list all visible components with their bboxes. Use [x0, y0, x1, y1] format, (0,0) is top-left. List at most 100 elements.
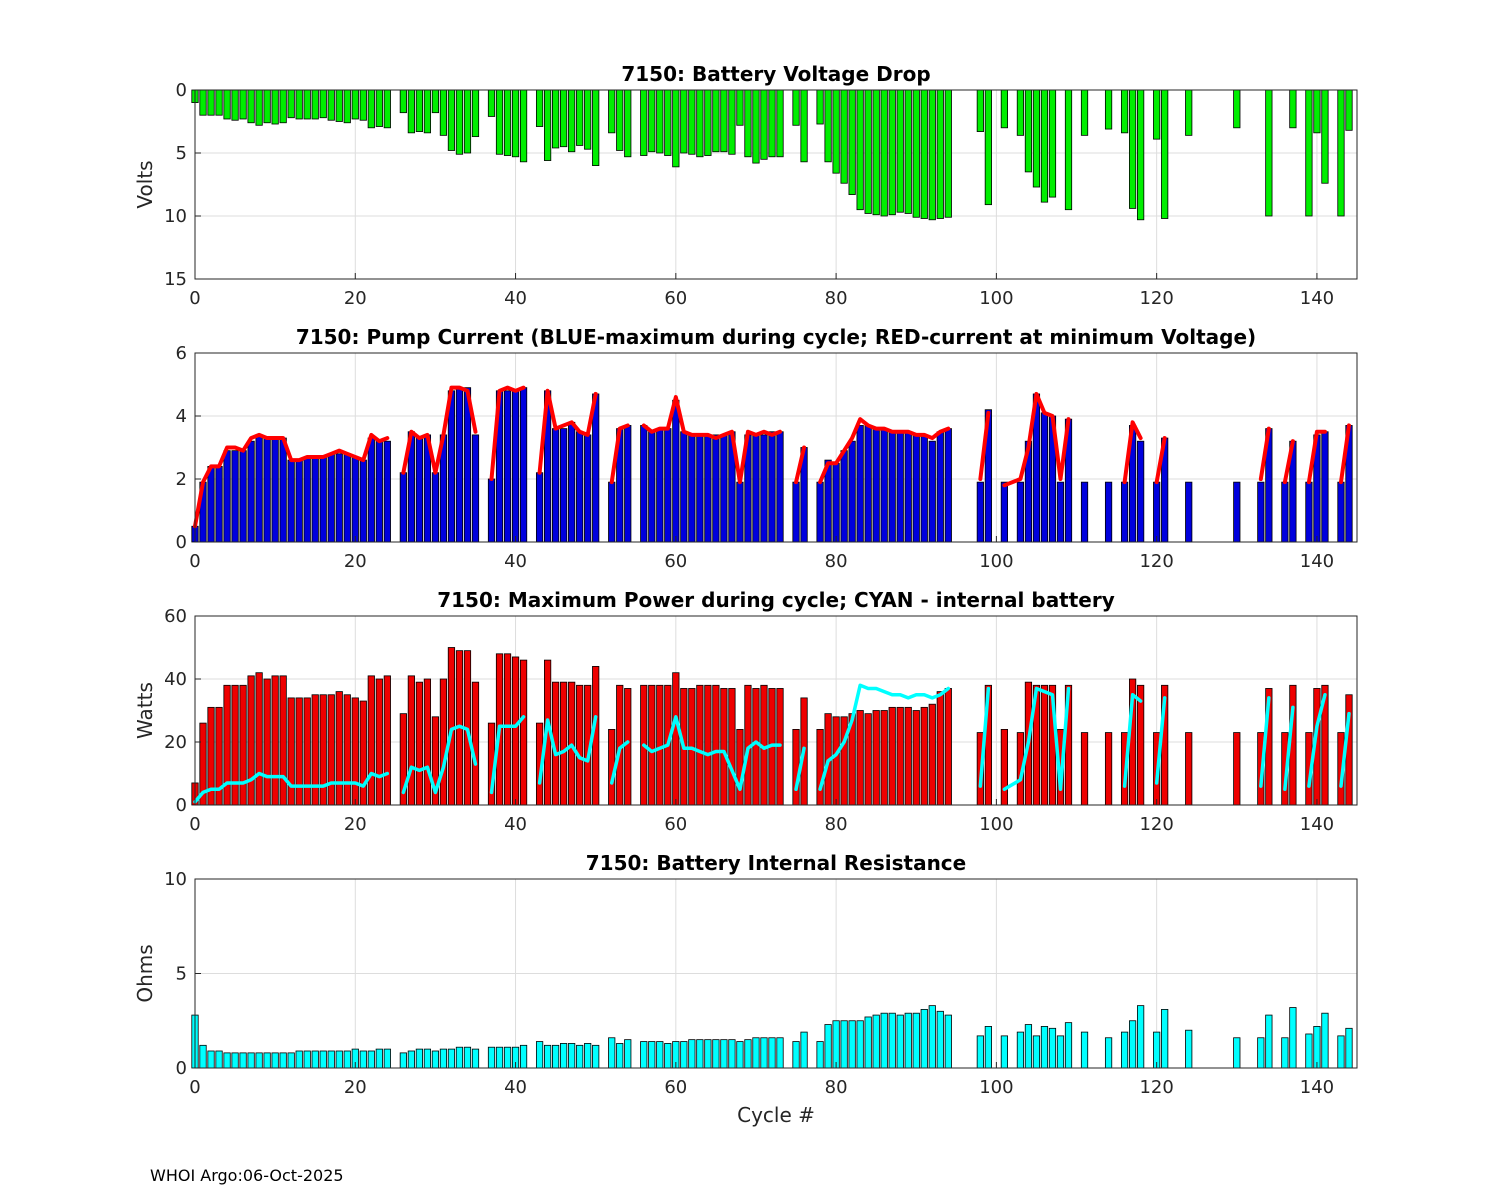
current-y-tick-label: 4 — [176, 406, 187, 427]
voltage-bar — [367, 89, 375, 129]
voltage-bar — [712, 89, 720, 153]
power-bar — [1040, 684, 1049, 806]
voltage-bar — [904, 89, 912, 214]
resistance-bar — [1289, 1007, 1297, 1069]
voltage-bar — [1120, 89, 1129, 134]
resistance-bar — [1120, 1031, 1129, 1069]
resistance-bar — [736, 1041, 744, 1069]
power-bar — [303, 697, 311, 806]
current-bar — [1337, 481, 1345, 543]
current-bar — [944, 428, 952, 543]
current-bar — [319, 456, 327, 543]
power-bar — [1080, 732, 1089, 806]
power-x-tick-label: 60 — [664, 814, 687, 835]
current-bar — [608, 481, 616, 543]
power-bar — [263, 678, 271, 806]
resistance-bar — [928, 1005, 936, 1069]
voltage-bar — [608, 89, 616, 134]
current-bar — [247, 440, 255, 543]
power-bar — [287, 697, 295, 806]
voltage-drop-panel: 0 20 40 60 80 100 120 140 0 5 10 15 7150: Battery V… — [133, 62, 1358, 309]
resistance-bar — [568, 1043, 576, 1069]
power-bar — [832, 716, 840, 806]
voltage-bar — [568, 89, 576, 153]
power-bar — [471, 681, 480, 806]
power-bar — [1345, 694, 1353, 806]
power-bar — [704, 684, 712, 806]
voltage-bar — [824, 89, 832, 163]
resistance-bar — [640, 1041, 648, 1069]
resistance-bar — [560, 1043, 568, 1069]
voltage-bar — [487, 89, 496, 117]
current-bar — [1321, 431, 1329, 543]
power-bar — [936, 691, 944, 806]
resistance-bar — [680, 1041, 688, 1069]
power-axes-box — [194, 615, 1358, 806]
voltage-bar — [720, 89, 728, 153]
power-series-line — [1259, 696, 1271, 788]
current-bar — [848, 440, 856, 543]
resistance-bar — [552, 1044, 560, 1069]
current-bar — [760, 434, 768, 543]
voltage-bar — [936, 89, 944, 219]
voltage-bar — [1153, 89, 1161, 140]
voltage-bar — [696, 89, 704, 158]
power-bar — [223, 684, 231, 806]
current-series-line — [1306, 429, 1327, 485]
power-series-line — [1307, 693, 1327, 788]
current-bar — [535, 472, 544, 543]
power-series-line — [978, 686, 991, 788]
resistance-bar — [768, 1037, 776, 1069]
voltage-axes-box — [194, 89, 1358, 280]
power-bar — [407, 675, 415, 806]
voltage-bar — [800, 89, 808, 163]
resistance-bar — [1080, 1031, 1089, 1069]
current-bar — [552, 428, 560, 543]
voltage-bar — [295, 89, 303, 120]
voltage-bar — [944, 89, 952, 218]
power-series-line — [609, 740, 630, 785]
current-bar — [303, 456, 311, 543]
current-x-tick-label: 80 — [825, 551, 848, 572]
voltage-bar — [383, 89, 391, 129]
current-bar — [688, 434, 696, 543]
resistance-bar — [1016, 1031, 1025, 1069]
voltage-bar — [688, 89, 696, 155]
resistance-bar — [720, 1039, 728, 1069]
voltage-bar — [359, 89, 367, 121]
current-series-line — [794, 445, 807, 485]
resistance-bar — [1337, 1035, 1345, 1069]
voltage-bar — [680, 89, 688, 154]
voltage-bar — [792, 89, 800, 126]
power-bar — [752, 688, 760, 806]
resistance-bar — [247, 1052, 255, 1069]
voltage-bar — [640, 89, 648, 156]
current-series-line — [1338, 423, 1351, 485]
current-bar — [912, 434, 920, 543]
voltage-bar — [1024, 89, 1033, 173]
current-bar — [768, 431, 776, 543]
power-series-line — [1339, 711, 1351, 788]
current-series-line — [1258, 426, 1271, 481]
resistance-bar — [399, 1052, 407, 1069]
resistance-bar — [303, 1050, 311, 1069]
current-bar — [383, 440, 391, 543]
current-bar — [1040, 412, 1049, 543]
current-bar — [367, 437, 375, 543]
voltage-x-tick-label: 120 — [1139, 288, 1173, 309]
voltage-y-axis-label: Volts — [133, 160, 157, 208]
current-series-line — [401, 385, 478, 475]
voltage-bar — [311, 89, 319, 120]
voltage-bar — [375, 89, 383, 127]
resistance-bar — [1104, 1037, 1113, 1069]
resistance-x-axis-label: Cycle # — [737, 1103, 815, 1127]
resistance-bar — [327, 1050, 335, 1069]
resistance-bar — [592, 1044, 600, 1069]
current-bar — [503, 390, 512, 543]
power-bar — [367, 675, 375, 806]
current-bar — [1000, 481, 1008, 543]
voltage-x-tick-label: 140 — [1300, 288, 1334, 309]
resistance-bar — [704, 1039, 712, 1069]
resistance-chart-title: 7150: Battery Internal Resistance — [586, 851, 966, 875]
voltage-bar — [503, 89, 512, 156]
